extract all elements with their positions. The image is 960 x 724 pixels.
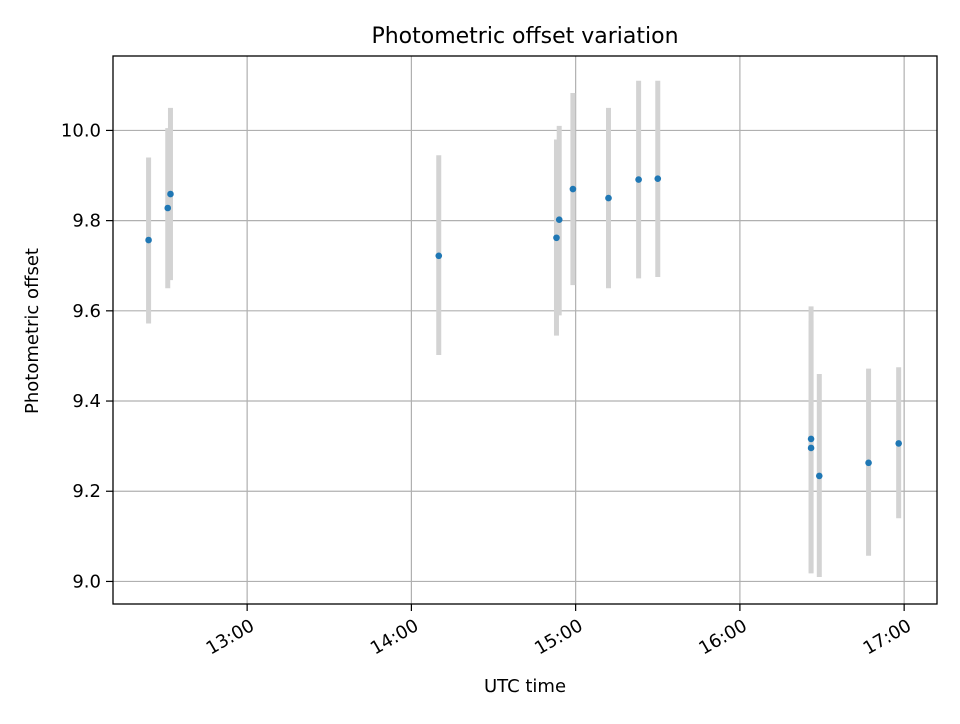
chart-title: Photometric offset variation [371,24,678,49]
plot-frame [112,55,938,605]
y-tick-label: 9.0 [72,571,101,592]
y-tick-label: 10.0 [61,120,101,141]
x-axis-label: UTC time [484,676,566,697]
data-point [815,472,823,480]
y-tick-label: 9.6 [72,301,101,322]
data-point [605,194,612,202]
x-tick-label: 16:00 [695,615,750,659]
data-point [654,175,662,182]
y-tick-label: 9.2 [72,481,101,502]
data-point [553,234,560,242]
data-point [145,236,152,244]
data-point [167,190,174,198]
point-layer [145,175,902,480]
x-tick-label: 17:00 [860,615,915,659]
y-tick-label: 9.4 [72,391,101,412]
data-point [635,176,642,183]
x-tick-label: 15:00 [531,615,586,659]
data-point [555,216,563,224]
data-point [807,444,815,452]
data-point [164,204,172,212]
y-axis-label: Photometric offset [22,248,43,414]
data-point [895,440,902,447]
plot-area [113,56,937,604]
data-point [569,185,577,193]
data-point [865,459,872,467]
x-tick-label: 13:00 [203,615,258,659]
data-point [435,252,443,260]
y-tick-label: 9.8 [72,211,101,232]
x-tick-label: 14:00 [367,615,422,659]
grid-layer [113,56,937,604]
data-point [807,435,815,443]
